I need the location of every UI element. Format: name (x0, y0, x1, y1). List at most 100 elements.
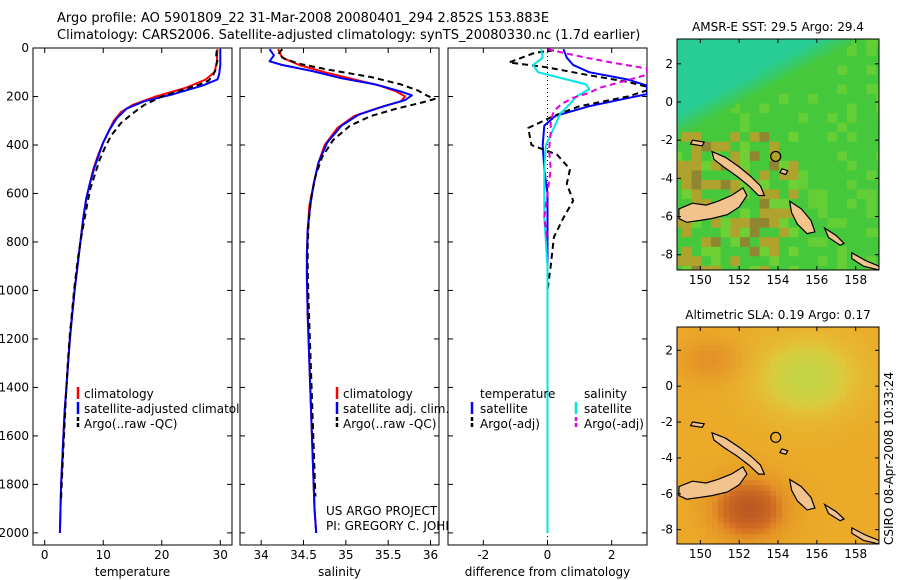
map-cell (764, 208, 770, 214)
map-cell (803, 174, 809, 180)
map-cell (691, 160, 698, 166)
map-cell (741, 527, 748, 534)
map-cell (803, 60, 809, 66)
map-cell (712, 420, 719, 427)
map-cell (759, 88, 765, 94)
map-cell (787, 339, 795, 346)
map-cell (840, 398, 847, 405)
map-cell (688, 511, 696, 518)
map-cell (715, 117, 722, 123)
map-cell (805, 366, 812, 373)
map-cell (822, 414, 830, 421)
map-cell (735, 83, 741, 90)
map-cell (863, 468, 870, 475)
map-cell (832, 112, 838, 118)
map-cell (863, 393, 870, 400)
map-cell (822, 371, 830, 378)
map-cell (840, 377, 847, 384)
map-cell (706, 103, 712, 109)
map-cell (735, 179, 741, 185)
map-cell (811, 441, 818, 448)
map-cell (788, 150, 795, 157)
map-cell (851, 533, 859, 540)
map-cell (846, 398, 853, 405)
map-cell (677, 126, 683, 133)
map-cell (799, 328, 806, 335)
map-cell (706, 122, 712, 128)
map-cell (808, 93, 814, 99)
map-cell (840, 538, 847, 544)
map-cell (774, 165, 780, 171)
map-cell (851, 112, 858, 118)
map-cell (861, 160, 867, 166)
map-cell (803, 231, 809, 238)
map-cell (749, 150, 756, 157)
map-cell (822, 83, 829, 90)
map-cell (696, 55, 702, 61)
map-cell (711, 50, 717, 56)
series-line-salinity-argo-adj- (543, 48, 647, 243)
map-cell (847, 265, 853, 270)
map-cell (700, 457, 707, 464)
map-cell (740, 131, 746, 137)
map-cell (811, 479, 818, 486)
map-cell (712, 409, 719, 416)
map-cell (700, 468, 707, 475)
map-cell (725, 141, 732, 147)
map-cell (681, 131, 688, 137)
map-cell (840, 522, 847, 529)
map-cell (851, 393, 859, 400)
map-cell (822, 328, 830, 335)
map-cell (769, 98, 775, 104)
map-cell (847, 145, 853, 152)
map-cell (752, 538, 760, 544)
map-cell (774, 169, 780, 176)
map-cell (783, 246, 790, 252)
map-cell (863, 447, 870, 454)
map-cell (832, 60, 838, 66)
map-cell (851, 484, 859, 491)
map-cell (871, 179, 877, 185)
map-cell (677, 55, 683, 61)
map-cell (730, 184, 736, 190)
map-cell (677, 155, 683, 161)
map-cell (745, 184, 751, 190)
map-cell (749, 117, 756, 123)
map-cell (764, 236, 770, 242)
map-cell (686, 141, 693, 147)
map-cell (834, 468, 841, 475)
map-cell (764, 436, 771, 443)
map-cell (822, 425, 830, 432)
map-cell (677, 160, 683, 166)
map-cell (774, 93, 780, 99)
map-cell (827, 93, 833, 99)
map-cell (715, 69, 722, 75)
map-cell (764, 222, 770, 228)
map-cell (735, 441, 742, 448)
map-cell (817, 241, 824, 247)
map-cell (770, 366, 777, 373)
map-cell (828, 495, 835, 502)
map-cell (793, 260, 799, 266)
map-cell (682, 327, 690, 330)
map-cell (805, 522, 812, 529)
map-cell (861, 150, 867, 157)
map-cell (694, 457, 701, 464)
map-cell (781, 517, 789, 524)
map-cell (817, 50, 824, 56)
map-cell (866, 160, 872, 166)
map-cell (735, 457, 742, 464)
map-cell (677, 250, 683, 257)
land-polygon (823, 502, 846, 522)
map-cell (758, 522, 765, 529)
map-cell (813, 246, 819, 252)
map-cell (764, 409, 771, 416)
map-cell (837, 222, 843, 228)
map-cell (847, 155, 853, 161)
map-cell (837, 136, 843, 142)
map-cell (749, 93, 756, 99)
map-cell (846, 501, 853, 507)
map-cell (725, 169, 732, 176)
map-cell (837, 169, 843, 176)
map-cell (808, 184, 814, 190)
